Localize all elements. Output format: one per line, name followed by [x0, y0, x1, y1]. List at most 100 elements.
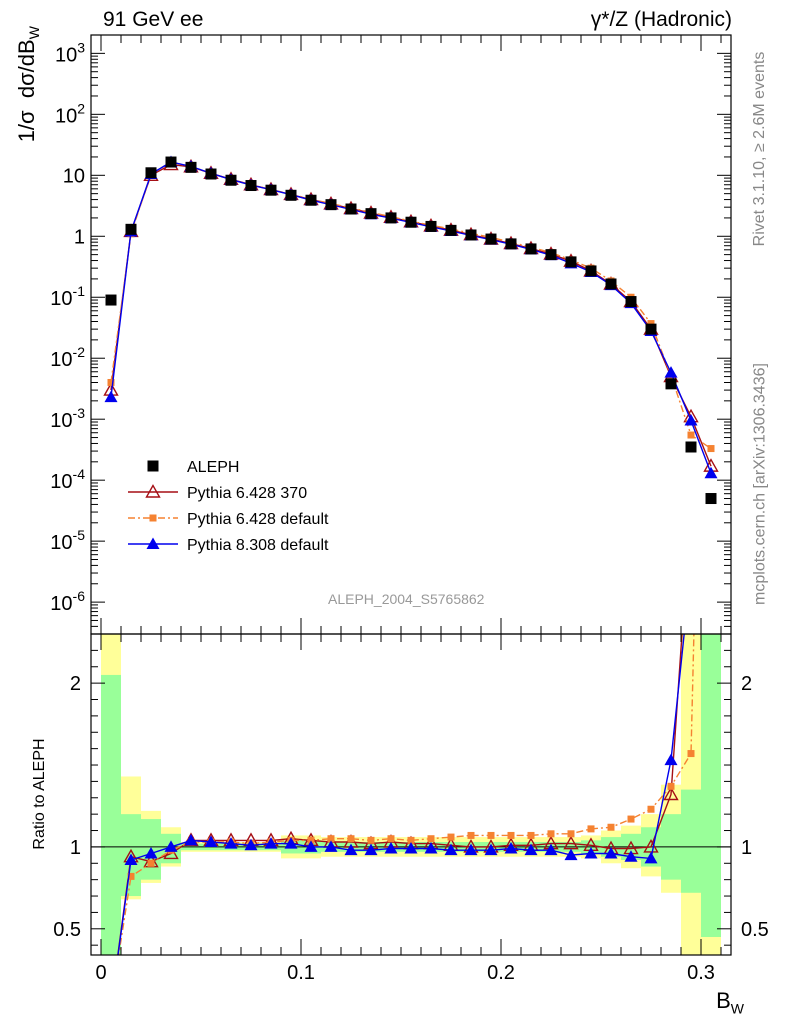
ratio-point-pythia8-default — [624, 850, 638, 862]
ratio-point-pythia6-default — [647, 805, 655, 813]
mcplots-label: mcplots.cern.ch [arXiv:1306.3436] — [751, 363, 769, 605]
x-tick-label: 0.3 — [687, 962, 715, 984]
ratio-y-tick-label-right: 1 — [741, 837, 752, 859]
main-point-aleph — [625, 296, 637, 308]
main-y-tick-label: 1 — [74, 226, 85, 248]
legend-label: Pythia 6.428 default — [187, 511, 329, 528]
main-y-tick-label: 103 — [55, 39, 85, 66]
ratio-point-pythia6-default — [427, 835, 435, 843]
ratio-y-tick-label: 0.5 — [53, 919, 81, 941]
main-point-aleph — [385, 212, 397, 224]
ratio-point-pythia8-default — [524, 843, 538, 856]
main-y-tick-label: 102 — [55, 100, 85, 127]
main-point-aleph — [165, 156, 177, 168]
main-point-aleph — [105, 294, 117, 306]
main-point-aleph — [525, 243, 537, 255]
ratio-point-pythia8-default — [604, 846, 618, 859]
main-point-aleph — [245, 180, 257, 192]
main-line-pythia8-default — [110, 161, 712, 474]
legend-label: ALEPH — [187, 459, 239, 476]
main-point-aleph — [265, 184, 277, 196]
main-point-aleph — [485, 233, 497, 245]
main-line-pythia6-370 — [110, 163, 712, 467]
ratio-point-pythia6-default — [687, 750, 695, 758]
ratio-point-pythia8-default — [404, 842, 418, 854]
band-inner-bin — [701, 634, 721, 937]
ratio-point-pythia8-default — [584, 846, 598, 859]
main-point-aleph — [305, 194, 317, 206]
band-inner-bin — [681, 789, 701, 893]
ratio-y-tick-label-right: 0.5 — [741, 919, 769, 941]
ratio-point-pythia8-default — [484, 843, 498, 856]
legend-marker — [145, 484, 161, 498]
main-point-aleph — [645, 323, 657, 335]
ratio-point-pythia8-default — [224, 837, 238, 849]
ratio-point-pythia8-default — [144, 846, 158, 859]
ratio-point-pythia6-default — [607, 823, 615, 831]
ratio-point-pythia8-default — [284, 837, 298, 849]
ratio-point-pythia8-default — [664, 753, 678, 766]
legend-marker — [149, 514, 157, 522]
main-point-aleph — [225, 174, 237, 186]
ratio-y-tick-label: 1 — [70, 837, 81, 859]
ratio-point-pythia8-default — [544, 843, 558, 856]
main-point-pythia8-default — [664, 366, 678, 378]
ratio-y-tick-label-right: 2 — [741, 673, 752, 695]
main-series-group — [103, 155, 719, 505]
ratio-point-pythia8-default — [184, 833, 198, 846]
main-point-aleph — [325, 199, 337, 211]
main-point-pythia6-default — [707, 445, 715, 453]
legend: ALEPH Pythia 6.428 370 Pythia 6.428 defaul… — [128, 459, 329, 554]
main-point-aleph — [205, 168, 217, 180]
ratio-point-pythia8-default — [264, 837, 278, 849]
main-point-aleph — [345, 203, 357, 215]
ratio-point-pythia8-default — [384, 842, 398, 854]
main-line-pythia6-default — [110, 161, 712, 450]
main-point-pythia8-default — [704, 466, 718, 479]
ratio-point-pythia6-default — [567, 830, 575, 838]
ratio-point-pythia6-default — [307, 836, 315, 844]
ratio-frame — [90, 633, 732, 956]
ratio-point-pythia8-default — [644, 851, 658, 864]
main-y-tick-label: 10-5 — [50, 527, 85, 554]
main-point-aleph — [565, 256, 577, 268]
analysis-id-label: ALEPH_2004_S5765862 — [328, 591, 485, 607]
ratio-point-pythia8-default — [564, 848, 578, 861]
x-axis-title: BW — [716, 988, 744, 1017]
main-point-aleph — [125, 223, 137, 235]
main-point-aleph — [585, 265, 597, 277]
ratio-point-pythia8-default — [504, 842, 518, 854]
main-point-aleph — [465, 229, 477, 241]
main-y-tick-label: 10-6 — [50, 588, 85, 615]
ratio-point-pythia8-default — [424, 842, 438, 854]
ratio-point-pythia6-default — [327, 835, 335, 843]
main-point-aleph — [185, 161, 197, 173]
main-y-tick-label: 10-2 — [50, 344, 85, 371]
main-point-aleph — [405, 216, 417, 228]
ratio-point-pythia6-default — [407, 836, 415, 844]
ratio-point-pythia8-default — [304, 840, 318, 852]
main-point-aleph — [505, 238, 517, 250]
main-point-aleph — [365, 208, 377, 220]
main-y-axis-title: 1/σ dσ/dBW — [13, 26, 43, 143]
main-point-aleph — [665, 378, 677, 390]
header-right: γ*/Z (Hadronic) — [590, 8, 732, 31]
main-point-aleph — [545, 249, 557, 261]
ratio-y-axis-title: Ratio to ALEPH — [31, 738, 48, 850]
x-tick-label: 0 — [95, 962, 106, 984]
ratio-point-pythia8-default — [244, 838, 258, 851]
ratio-point-pythia6-default — [587, 825, 595, 833]
main-point-aleph — [605, 278, 617, 290]
main-point-pythia6-default — [687, 431, 695, 439]
legend-label: Pythia 6.428 370 — [187, 485, 307, 502]
header-left: 91 GeV ee — [103, 8, 204, 31]
band-inner-bin — [101, 674, 121, 955]
main-y-tick-label: 10 — [63, 165, 85, 187]
x-tick-label: 0.2 — [487, 962, 515, 984]
main-point-pythia6-default — [107, 378, 115, 386]
ratio-point-pythia6-default — [467, 831, 475, 839]
ratio-point-pythia8-default — [204, 835, 218, 847]
main-point-aleph — [145, 167, 157, 179]
